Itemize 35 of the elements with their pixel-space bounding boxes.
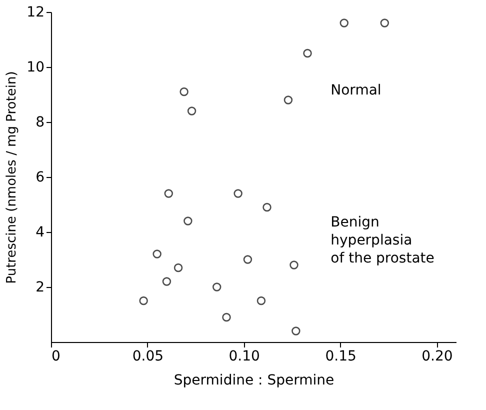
point: [139, 296, 148, 306]
x-tick-label: 0.10: [228, 348, 260, 364]
point: [180, 87, 188, 96]
point: [290, 260, 298, 270]
point: [162, 277, 172, 286]
y-axis-title: Putrescine (nmoles / mg Protein): [4, 71, 20, 284]
point: [234, 189, 242, 198]
point: [174, 263, 183, 272]
point: [222, 312, 231, 322]
x-tick-label: 0.20: [422, 348, 453, 364]
point: [284, 96, 293, 104]
y-tick-label: 4: [36, 224, 45, 240]
y-tick-label: 2: [36, 280, 44, 296]
x-tick-label: 0.05: [132, 348, 164, 364]
x-tick-label: 0: [52, 348, 60, 364]
point: [303, 48, 312, 58]
y-tick-label: 10: [26, 60, 44, 76]
point: [292, 326, 300, 336]
x-tick-label: 0.15: [325, 348, 356, 364]
point: [243, 255, 252, 264]
point: [164, 189, 173, 198]
y-tick-label: 6: [36, 170, 45, 186]
point: [340, 18, 348, 28]
annotation: Normal: [330, 82, 382, 98]
point: [380, 18, 389, 28]
point: [187, 106, 196, 116]
y-tick-label: 12: [26, 4, 44, 20]
point: [152, 250, 162, 258]
point: [212, 282, 222, 292]
y-tick-label: 8: [36, 114, 44, 130]
point: [184, 216, 192, 226]
point: [262, 202, 272, 212]
point: [256, 296, 266, 306]
x-axis-title: Spermidine : Spermine: [174, 372, 334, 388]
annotation: Benign hyperplasia of the prostate: [330, 214, 434, 266]
